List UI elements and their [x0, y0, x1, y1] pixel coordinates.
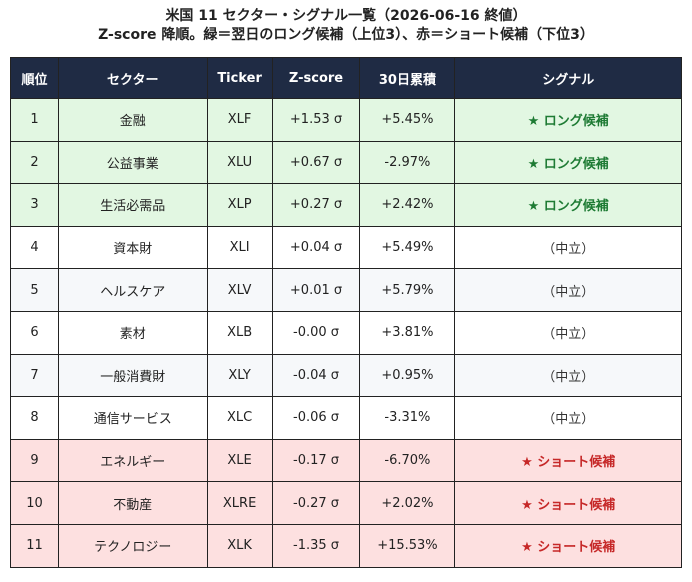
table-cell: XLC — [206, 396, 273, 440]
title: 米国 11 セクター・シグナル一覧（2026-06-16 終値） — [165, 8, 527, 24]
table-cell: 金融 — [57, 98, 208, 142]
table-row: 2 公益事業 XLU +0.67 σ -2.97% ★ ロング候補 — [10, 140, 682, 185]
column-header: 30日累積 — [359, 57, 456, 99]
table-cell: エネルギー — [57, 438, 208, 483]
table-cell: XLP — [206, 183, 273, 227]
table-cell: -6.70% — [359, 438, 456, 483]
table-cell: XLU — [206, 140, 273, 185]
table-cell: +0.04 σ — [271, 225, 361, 270]
column-header: シグナル — [454, 57, 682, 99]
table-cell: 2 — [10, 140, 59, 185]
table-cell: テクノロジー — [57, 523, 208, 568]
table-cell: XLB — [206, 310, 273, 355]
table-cell: XLF — [206, 98, 273, 142]
table-cell: +0.01 σ — [271, 268, 361, 312]
table-cell: 通信サービス — [57, 396, 208, 440]
table-cell: +3.81% — [359, 310, 456, 355]
table-cell: 6 — [10, 310, 59, 355]
table-cell: XLY — [206, 353, 273, 398]
table-body: 1 金融 XLF +1.53 σ +5.45% ★ ロング候補 2 公益事業 XLU +0.67 … — [10, 98, 682, 568]
table-cell: 資本財 — [57, 225, 208, 270]
column-header: Ticker — [206, 57, 273, 99]
column-header: 順位 — [10, 57, 59, 99]
table-cell: 10 — [10, 481, 59, 525]
table-cell: +0.67 σ — [271, 140, 361, 185]
table-cell: ★ ショート候補 — [454, 438, 682, 483]
signal-table: 順位 セクター Ticker Z-score 30日累積 シグナル 1 金融 XLF +1.53… — [10, 57, 682, 568]
table-row: 4 資本財 XLI +0.04 σ +5.49% （中立） — [10, 225, 682, 270]
header-row: 順位 セクター Ticker Z-score 30日累積 シグナル — [10, 57, 682, 99]
table-cell: -1.35 σ — [271, 523, 361, 568]
table-cell: 4 — [10, 225, 59, 270]
table-cell: -0.27 σ — [271, 481, 361, 525]
table-cell: +2.02% — [359, 481, 456, 525]
table-row: 3 生活必需品 XLP +0.27 σ +2.42% ★ ロング候補 — [10, 183, 682, 227]
column-header: Z-score — [271, 57, 361, 99]
table-cell: 9 — [10, 438, 59, 483]
table-cell: （中立） — [454, 396, 682, 440]
table-cell: ★ ロング候補 — [454, 98, 682, 142]
table-cell: 5 — [10, 268, 59, 312]
table-cell: XLK — [206, 523, 273, 568]
table-row: 6 素材 XLB -0.00 σ +3.81% （中立） — [10, 310, 682, 355]
table-cell: XLI — [206, 225, 273, 270]
table-cell: ★ ロング候補 — [454, 140, 682, 185]
table-cell: 1 — [10, 98, 59, 142]
table-cell: 生活必需品 — [57, 183, 208, 227]
table-row: 11 テクノロジー XLK -1.35 σ +15.53% ★ ショート候補 — [10, 523, 682, 568]
table-cell: ★ ロング候補 — [454, 183, 682, 227]
table-cell: -0.17 σ — [271, 438, 361, 483]
table-cell: +15.53% — [359, 523, 456, 568]
table-cell: ヘルスケア — [57, 268, 208, 312]
subtitle: Z-score 降順。緑＝翌日のロング候補（上位3）、赤＝ショート候補（下位3） — [98, 27, 594, 43]
table-cell: 3 — [10, 183, 59, 227]
table-row: 8 通信サービス XLC -0.06 σ -3.31% （中立） — [10, 396, 682, 440]
table-row: 1 金融 XLF +1.53 σ +5.45% ★ ロング候補 — [10, 98, 682, 142]
table-cell: 8 — [10, 396, 59, 440]
table-cell: （中立） — [454, 310, 682, 355]
table-cell: 7 — [10, 353, 59, 398]
table-cell: 公益事業 — [57, 140, 208, 185]
table-cell: 不動産 — [57, 481, 208, 525]
table-cell: ★ ショート候補 — [454, 481, 682, 525]
table-row: 7 一般消費財 XLY -0.04 σ +0.95% （中立） — [10, 353, 682, 398]
table-cell: 11 — [10, 523, 59, 568]
table-cell: -3.31% — [359, 396, 456, 440]
table-cell: ★ ショート候補 — [454, 523, 682, 568]
column-header: セクター — [57, 57, 208, 99]
table-cell: +0.27 σ — [271, 183, 361, 227]
table-cell: （中立） — [454, 268, 682, 312]
table-cell: XLE — [206, 438, 273, 483]
table-row: 5 ヘルスケア XLV +0.01 σ +5.79% （中立） — [10, 268, 682, 312]
table-cell: +5.49% — [359, 225, 456, 270]
table-cell: +2.42% — [359, 183, 456, 227]
table-cell: XLRE — [206, 481, 273, 525]
table-cell: 素材 — [57, 310, 208, 355]
table-cell: 一般消費財 — [57, 353, 208, 398]
table-cell: -2.97% — [359, 140, 456, 185]
table-cell: （中立） — [454, 353, 682, 398]
table-cell: +1.53 σ — [271, 98, 361, 142]
table-cell: -0.04 σ — [271, 353, 361, 398]
table-cell: XLV — [206, 268, 273, 312]
table-cell: （中立） — [454, 225, 682, 270]
table-cell: +0.95% — [359, 353, 456, 398]
table-cell: +5.45% — [359, 98, 456, 142]
table-row: 9 エネルギー XLE -0.17 σ -6.70% ★ ショート候補 — [10, 438, 682, 483]
table-cell: -0.00 σ — [271, 310, 361, 355]
page: 米国 11 セクター・シグナル一覧（2026-06-16 終値） Z-score… — [0, 7, 692, 582]
table-row: 10 不動産 XLRE -0.27 σ +2.02% ★ ショート候補 — [10, 481, 682, 525]
table-cell: -0.06 σ — [271, 396, 361, 440]
table-cell: +5.79% — [359, 268, 456, 312]
